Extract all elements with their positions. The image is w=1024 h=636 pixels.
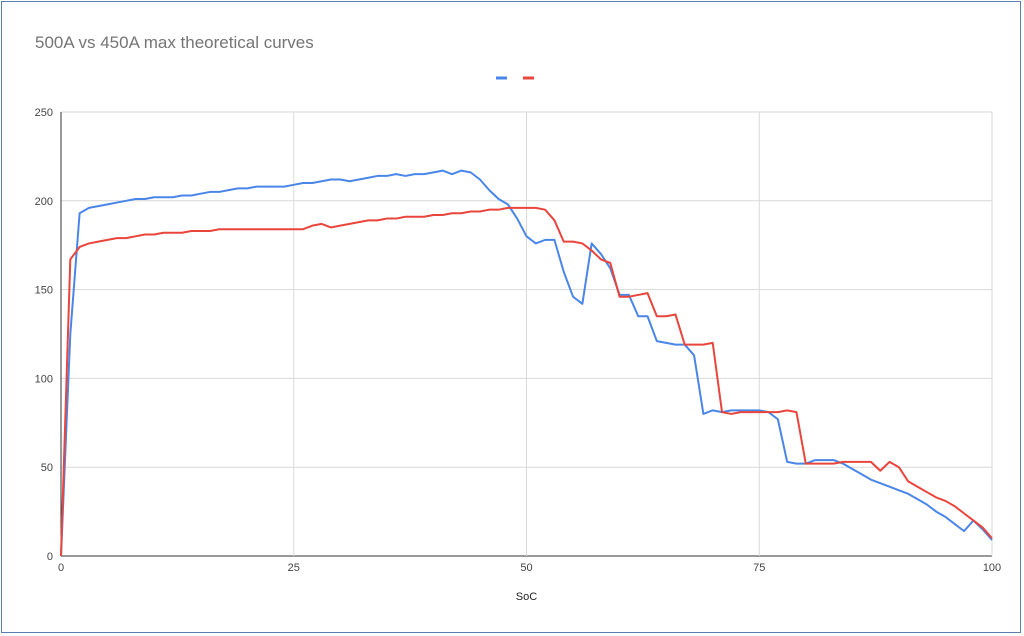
series-line-2 — [60, 206, 993, 557]
y-tick-label: 0 — [47, 551, 53, 563]
y-tick-label: 50 — [41, 462, 53, 474]
x-tick-label: 0 — [58, 562, 64, 574]
series-line-1 — [60, 169, 993, 557]
y-tick-label: 250 — [35, 107, 53, 119]
chart-title: 500A vs 450A max theoretical curves — [35, 33, 314, 52]
x-tick-label: 25 — [288, 562, 300, 574]
x-tick-label: 100 — [983, 562, 1001, 574]
x-tick-label: 75 — [753, 562, 765, 574]
x-tick-label: 50 — [520, 562, 532, 574]
y-tick-label: 100 — [35, 373, 53, 385]
y-tick-label: 150 — [35, 285, 53, 297]
x-axis-label: SoC — [516, 591, 537, 603]
y-tick-label: 200 — [35, 196, 53, 208]
